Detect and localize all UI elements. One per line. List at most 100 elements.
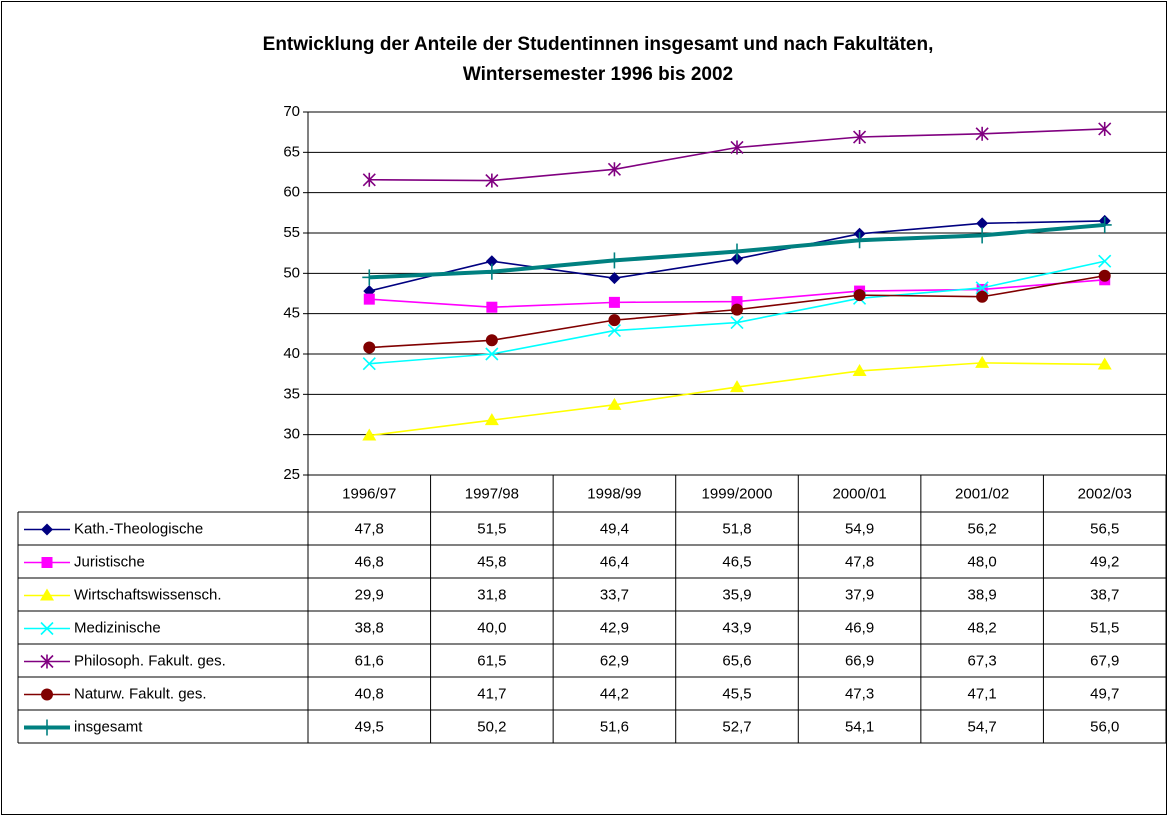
- table-cell: 45,8: [477, 553, 506, 570]
- table-cell: 61,5: [477, 652, 506, 669]
- marker-part: [40, 621, 54, 636]
- table-cell: 54,9: [845, 520, 874, 537]
- table-cell: 61,6: [355, 652, 384, 669]
- table-cell: 56,0: [1090, 718, 1119, 735]
- marker: [976, 217, 989, 230]
- marker: [608, 296, 620, 308]
- marker: [362, 172, 376, 187]
- marker-part: [730, 380, 744, 393]
- y-tick-label: 30: [283, 426, 300, 443]
- marker-part: [362, 428, 377, 441]
- x-tick-label: 2001/02: [955, 485, 1009, 502]
- marker: [1098, 269, 1111, 282]
- marker-part: [363, 293, 375, 305]
- marker: [608, 314, 621, 327]
- marker: [730, 243, 744, 260]
- marker-part: [608, 272, 621, 285]
- marker: [362, 357, 376, 371]
- marker: [485, 173, 499, 188]
- chart-title: Wintersemester 1996 bis 2002: [463, 64, 733, 85]
- x-tick-label: 1997/98: [465, 485, 519, 502]
- marker: [730, 380, 744, 393]
- table-cell: 47,1: [968, 685, 997, 702]
- marker-part: [608, 314, 621, 327]
- marker-part: [484, 413, 499, 426]
- marker: [40, 654, 54, 669]
- table-cell: 49,7: [1090, 685, 1119, 702]
- table-cell: 29,9: [355, 586, 384, 603]
- chart-title: Entwicklung der Anteile der Studentinnen…: [263, 34, 934, 55]
- marker-part: [976, 283, 988, 295]
- table-cell: 47,8: [355, 520, 384, 537]
- table-cell: 40,8: [355, 685, 384, 702]
- marker: [363, 293, 375, 305]
- marker: [975, 126, 989, 141]
- marker: [484, 413, 499, 426]
- x-tick-label: 1998/99: [587, 485, 641, 502]
- table-cell: 44,2: [600, 685, 629, 702]
- marker: [731, 303, 743, 316]
- marker: [40, 719, 54, 736]
- table-cell: 37,9: [845, 586, 874, 603]
- marker-part: [362, 357, 376, 371]
- marker: [607, 397, 622, 410]
- marker-part: [363, 341, 376, 354]
- marker-part: [485, 334, 498, 347]
- marker-part: [486, 301, 498, 313]
- marker-part: [975, 281, 989, 295]
- table-cell: 45,5: [722, 685, 751, 702]
- y-tick-label: 40: [283, 345, 300, 362]
- marker: [975, 281, 989, 295]
- y-tick-label: 65: [283, 143, 300, 160]
- table-cell: 65,6: [722, 652, 751, 669]
- marker-part: [975, 355, 990, 368]
- legend-label: Wirtschaftswissensch.: [74, 586, 222, 603]
- y-tick-label: 35: [283, 385, 300, 402]
- marker-part: [1097, 357, 1112, 370]
- marker: [607, 252, 622, 269]
- table-cell: 40,0: [477, 619, 506, 636]
- table-cell: 54,7: [968, 718, 997, 735]
- y-tick-label: 55: [283, 224, 300, 241]
- marker-part: [607, 397, 622, 410]
- marker-part: [40, 588, 54, 601]
- table-cell: 50,2: [477, 718, 506, 735]
- marker: [486, 301, 498, 313]
- marker: [975, 227, 990, 244]
- y-tick-label: 50: [283, 264, 300, 281]
- table-cell: 48,2: [968, 619, 997, 636]
- table-cell: 31,8: [477, 586, 506, 603]
- table-cell: 35,9: [722, 586, 751, 603]
- table-cell: 62,9: [600, 652, 629, 669]
- x-tick-label: 1999/2000: [702, 485, 773, 502]
- table-cell: 38,7: [1090, 586, 1119, 603]
- marker-part: [485, 255, 498, 268]
- marker: [1098, 254, 1112, 268]
- marker: [1097, 216, 1112, 233]
- table-cell: 67,9: [1090, 652, 1119, 669]
- legend-label: Juristische: [74, 553, 145, 570]
- table-cell: 56,5: [1090, 520, 1119, 537]
- marker: [975, 355, 990, 368]
- table-cell: 51,6: [600, 718, 629, 735]
- table-cell: 46,9: [845, 619, 874, 636]
- marker: [607, 162, 621, 177]
- marker: [853, 130, 867, 145]
- x-tick-label: 1996/97: [342, 485, 396, 502]
- marker-part: [608, 296, 620, 308]
- legend-label: insgesamt: [74, 718, 143, 735]
- table-cell: 51,5: [1090, 619, 1119, 636]
- marker-part: [41, 523, 53, 536]
- y-tick-label: 60: [283, 184, 300, 201]
- table-cell: 41,7: [477, 685, 506, 702]
- marker: [608, 272, 621, 285]
- marker: [607, 324, 621, 338]
- table-cell: 47,8: [845, 553, 874, 570]
- marker-part: [731, 296, 743, 308]
- table-cell: 54,1: [845, 718, 874, 735]
- table-cell: 47,3: [845, 685, 874, 702]
- marker: [1097, 357, 1112, 370]
- marker-part: [730, 315, 744, 330]
- marker-part: [41, 557, 53, 568]
